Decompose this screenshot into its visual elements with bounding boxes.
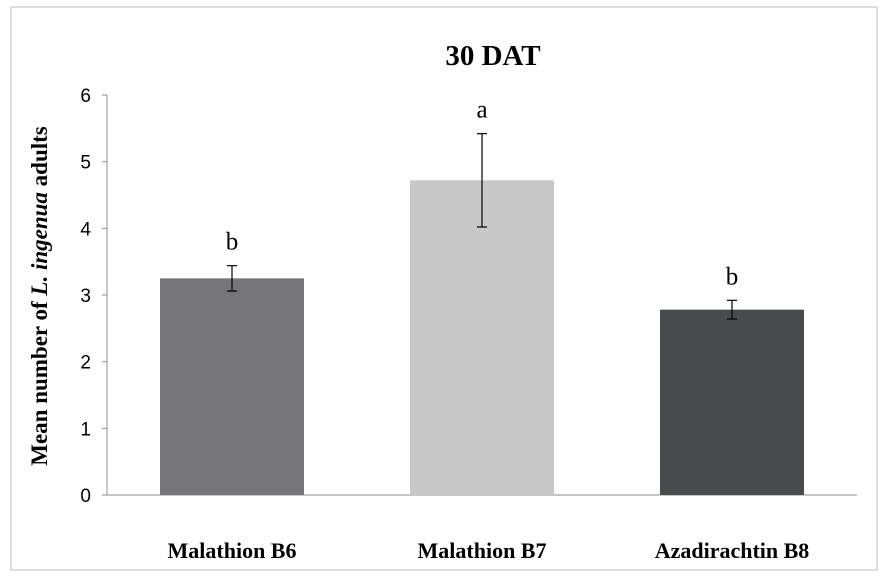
y-tick-label: 1	[80, 419, 91, 440]
y-tick-label: 2	[80, 353, 91, 374]
y-axis: 0 1 2 3 4 5 6	[80, 86, 108, 507]
y-axis-title-species: L. ingenua	[27, 192, 52, 297]
y-axis-title-part-3: adults	[27, 126, 52, 192]
bars	[160, 180, 804, 496]
x-tick-label: Malathion B6	[168, 538, 297, 563]
y-tick-label: 6	[80, 86, 91, 107]
bar	[160, 278, 304, 495]
significance-label: b	[726, 263, 739, 290]
x-tick-label: Azadirachtin B8	[655, 538, 810, 563]
bar	[410, 180, 554, 496]
significance-label: a	[476, 97, 487, 124]
y-tick-label: 4	[80, 219, 91, 240]
y-tick-label: 3	[80, 286, 91, 307]
bar	[660, 309, 804, 495]
y-tick-label: 5	[80, 153, 91, 174]
y-axis-title-part-1: Mean number of	[27, 296, 52, 466]
significance-label: b	[226, 229, 239, 256]
error-bars	[227, 133, 737, 320]
x-tick-labels: Malathion B6 Malathion B7 Azadirachtin B8	[168, 538, 810, 563]
significance-labels: b a b	[226, 97, 739, 291]
x-tick-label: Malathion B7	[418, 538, 547, 563]
y-axis-title: Mean number of L. ingenua adults	[27, 126, 52, 466]
y-tick-label: 0	[80, 486, 91, 507]
chart-title: 30 DAT	[445, 40, 540, 72]
